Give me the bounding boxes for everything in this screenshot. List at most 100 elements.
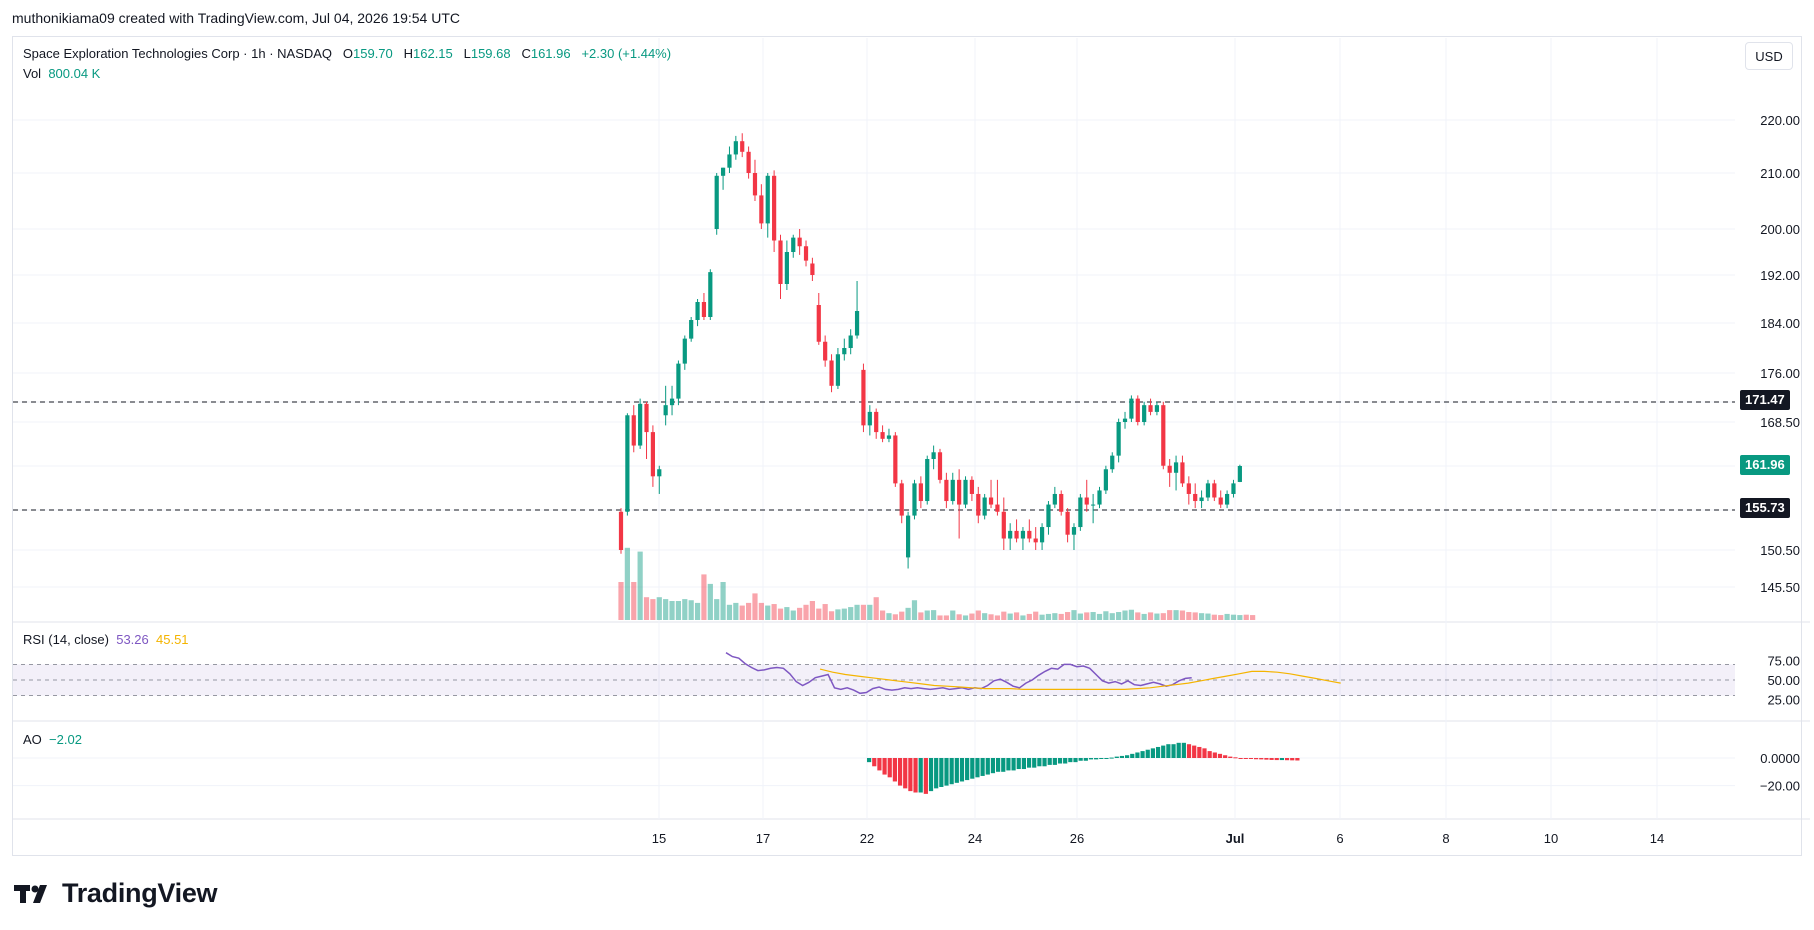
volume-bar <box>675 601 682 620</box>
time-tick-label: 26 <box>1070 831 1084 846</box>
volume-bar <box>994 615 1001 620</box>
ao-bar <box>1114 756 1119 758</box>
candle-body <box>976 493 981 516</box>
volume-bar <box>982 613 988 620</box>
candle-body <box>880 432 885 439</box>
ao-bar <box>1259 758 1264 760</box>
volume-bar <box>1109 613 1115 620</box>
volume-bar <box>969 613 975 620</box>
volume-bar <box>1007 613 1013 620</box>
close-label: C <box>521 46 531 61</box>
volume-value: 800.04 K <box>48 66 101 81</box>
volume-bar <box>797 607 803 620</box>
ao-bar <box>1057 758 1063 764</box>
rsi-value: 53.26 <box>116 632 149 647</box>
ao-bar <box>985 758 990 775</box>
ao-bar <box>1290 758 1295 761</box>
candle-body <box>644 403 649 433</box>
candle-body <box>1218 497 1223 505</box>
volume-bar <box>905 607 911 620</box>
volume-bar <box>1045 613 1052 620</box>
ao-bar <box>980 758 985 776</box>
symbol-title: Space Exploration Technologies Corp · 1h… <box>23 46 333 61</box>
volume-bar <box>1198 613 1205 620</box>
ao-bar <box>903 758 908 789</box>
candle-body <box>931 452 936 460</box>
candle-body <box>1237 466 1242 482</box>
ao-bar <box>918 758 923 793</box>
open-label: O <box>342 46 353 61</box>
candle-body <box>1161 405 1166 466</box>
candle-body <box>925 459 930 502</box>
ao-bar <box>867 758 872 763</box>
volume-bar <box>822 604 828 620</box>
price-tick-label: 210.00 <box>1760 166 1800 181</box>
volume-bar <box>835 609 841 620</box>
ao-bar <box>1217 753 1223 758</box>
ao-bar <box>1001 758 1006 772</box>
candle-body <box>937 452 943 480</box>
volume-bar <box>1026 613 1032 620</box>
candle-body <box>784 252 789 284</box>
candle-body <box>963 479 968 505</box>
volume-bar <box>758 602 764 620</box>
rsi-tick-label: 75.00 <box>1767 654 1800 669</box>
candle-body <box>823 341 828 361</box>
volume-bar <box>688 600 694 620</box>
volume-bar <box>1243 614 1249 620</box>
time-tick-label: 15 <box>652 831 666 846</box>
ao-bar <box>1145 749 1150 758</box>
volume-bar <box>873 597 879 620</box>
ao-bar <box>1161 745 1166 758</box>
ao-bar <box>1264 758 1269 760</box>
candle-body <box>957 479 962 505</box>
candle-body <box>638 403 643 446</box>
candle-body <box>1097 490 1102 505</box>
ao-bar <box>996 758 1001 772</box>
change-value: +2.30 (+1.44%) <box>581 46 672 61</box>
ao-label: AO <box>23 732 42 747</box>
candle-body <box>1193 493 1198 502</box>
volume-bar <box>643 597 650 620</box>
time-tick-label: 14 <box>1650 831 1664 846</box>
volume-bar <box>809 601 815 620</box>
ao-bar <box>1052 758 1057 765</box>
ao-bar <box>1083 758 1088 761</box>
ao-bar <box>1207 751 1212 758</box>
ao-bar <box>1228 756 1233 758</box>
candle-body <box>810 263 815 275</box>
volume-bar <box>1084 612 1090 620</box>
ao-bar <box>1197 746 1202 758</box>
time-tick-label: 8 <box>1442 831 1449 846</box>
tradingview-logo[interactable]: TradingView <box>14 878 218 909</box>
price-tick-label: 150.50 <box>1760 543 1800 558</box>
candle-body <box>625 415 630 512</box>
rsi-label: RSI (14, close) <box>23 632 109 647</box>
candle-body <box>778 240 783 284</box>
volume-bar <box>854 604 860 620</box>
ao-bar <box>1212 752 1217 758</box>
ao-bar <box>1176 742 1181 758</box>
ao-bar <box>1186 744 1192 758</box>
volume-bar <box>714 599 720 620</box>
ao-bar <box>1068 758 1073 763</box>
candle-body <box>1052 493 1057 505</box>
ao-bar <box>1202 748 1207 758</box>
volume-bar <box>1128 609 1134 620</box>
volume-bar <box>1224 613 1230 620</box>
currency-button[interactable]: USD <box>1745 42 1793 70</box>
candle-body <box>1014 530 1019 539</box>
candle-body <box>669 398 675 406</box>
ao-bar <box>877 758 882 771</box>
volume-bar <box>1077 613 1083 620</box>
support-price-tag: 155.73 <box>1740 498 1790 518</box>
volume-bar <box>1033 611 1039 620</box>
volume-bar <box>988 614 994 620</box>
ao-bar <box>1155 746 1161 758</box>
volume-bar <box>1186 612 1192 620</box>
candle-body <box>988 497 994 505</box>
volume-bar <box>739 605 745 620</box>
candle-body <box>1103 469 1108 491</box>
candle-body <box>618 511 624 550</box>
